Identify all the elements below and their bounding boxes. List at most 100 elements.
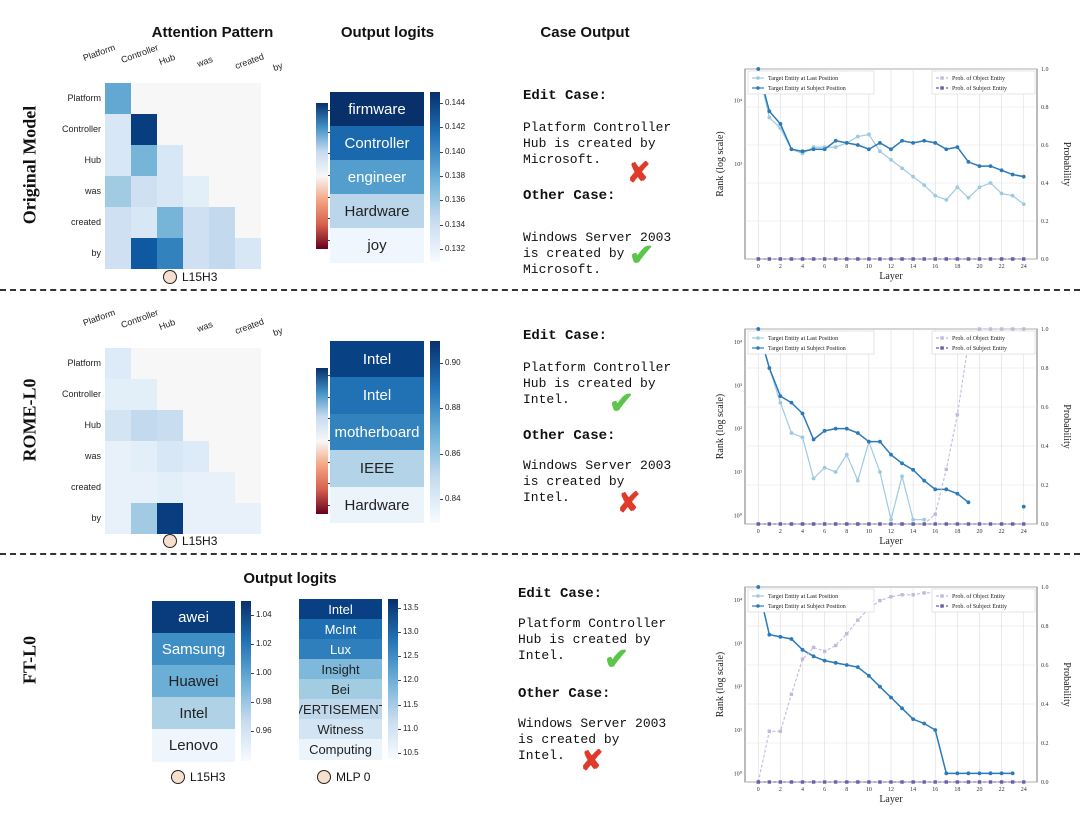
check-icon: ✔ bbox=[604, 643, 630, 676]
logit-cell: engineer bbox=[330, 160, 424, 195]
data-point bbox=[855, 143, 860, 147]
logit-token: Lenovo bbox=[168, 736, 219, 754]
data-point bbox=[922, 138, 927, 143]
heatmap-cell bbox=[209, 145, 235, 176]
row-label-rome: ROME-L0 bbox=[19, 378, 40, 462]
data-point bbox=[878, 470, 882, 474]
data-point bbox=[966, 771, 971, 776]
heatmap-cell bbox=[131, 83, 157, 114]
head-label-text: L15H3 bbox=[190, 770, 226, 784]
heatmap-cell bbox=[183, 114, 209, 145]
heatmap-cell bbox=[183, 379, 209, 410]
logit-token: firmware bbox=[348, 100, 406, 118]
data-point bbox=[756, 522, 760, 526]
data-point bbox=[867, 522, 871, 526]
data-point bbox=[955, 413, 960, 417]
logit-cell: Samsung bbox=[152, 633, 235, 666]
data-point bbox=[944, 197, 949, 202]
data-point bbox=[999, 168, 1004, 173]
data-point bbox=[756, 257, 760, 261]
y-left-tick-label: 10¹ bbox=[734, 728, 742, 734]
data-point bbox=[922, 522, 926, 526]
heatmap-cell bbox=[105, 238, 131, 269]
data-point bbox=[811, 476, 816, 481]
plot-svg: 0 2 4 6 8 10 12 14 16 18 20 22 240.00.20.40.60.81.01… bbox=[715, 585, 1072, 805]
x-tick-label: 6 bbox=[823, 264, 826, 270]
case-output-rome: Edit Case: Platform Controller Hub is cr… bbox=[523, 328, 703, 528]
data-point bbox=[856, 257, 860, 261]
heatmap-cell bbox=[183, 207, 209, 238]
heatmap-cell bbox=[183, 503, 209, 534]
legend-marker bbox=[940, 86, 944, 90]
x-tick-label: 22 bbox=[999, 264, 1005, 270]
head-marker-icon bbox=[317, 770, 331, 784]
data-point bbox=[922, 183, 927, 188]
colorbar-tick-label: 0.98 bbox=[251, 696, 272, 706]
y-axis-label-left: Rank (log scale) bbox=[715, 131, 726, 197]
heatmap-cell bbox=[131, 238, 157, 269]
data-point bbox=[911, 517, 916, 522]
data-point bbox=[878, 780, 882, 784]
legend-label: Prob. of Object Entity bbox=[952, 335, 1005, 342]
data-point bbox=[844, 426, 849, 431]
heatmap-cell bbox=[235, 176, 261, 207]
heatmap-row-label: Hub bbox=[84, 419, 101, 430]
data-point bbox=[822, 257, 827, 261]
heatmap-cell bbox=[105, 379, 131, 410]
data-point bbox=[977, 257, 982, 261]
logit-token: McInt bbox=[324, 621, 357, 637]
data-point bbox=[800, 435, 805, 440]
y-left-tick-label: 10² bbox=[734, 685, 742, 691]
legend-marker bbox=[940, 594, 944, 598]
x-tick-label: 14 bbox=[910, 787, 916, 793]
data-point bbox=[999, 771, 1004, 776]
data-point bbox=[800, 411, 805, 416]
logit-cell: Huawei bbox=[152, 665, 235, 698]
head-marker-icon bbox=[171, 770, 185, 784]
data-point bbox=[800, 647, 805, 652]
x-tick-label: 12 bbox=[888, 529, 894, 535]
y-left-tick-label: 10³ bbox=[734, 383, 742, 389]
data-point bbox=[855, 478, 860, 483]
data-point bbox=[845, 632, 849, 636]
series-line bbox=[757, 328, 969, 503]
data-point bbox=[1010, 780, 1015, 784]
data-point bbox=[800, 780, 805, 784]
heatmap-cell bbox=[183, 348, 209, 379]
data-point bbox=[811, 437, 816, 442]
rank-probability-plot-ft: 0 2 4 6 8 10 12 14 16 18 20 22 24 0.0 0.2 0.4 0.6 0.8 1.0 1… bbox=[705, 583, 1075, 808]
y-right-tick-label: 0.6 bbox=[1041, 143, 1049, 149]
data-point bbox=[933, 780, 937, 784]
data-point bbox=[966, 195, 971, 200]
data-point bbox=[977, 327, 982, 331]
heatmap-cell bbox=[105, 410, 131, 441]
y-right-tick-label: 0.0 bbox=[1041, 257, 1049, 263]
row-label-original: Original Model bbox=[19, 105, 40, 225]
logit-token: IEEE bbox=[359, 460, 395, 478]
data-point bbox=[1021, 504, 1026, 509]
logit-token: awei bbox=[178, 608, 209, 626]
cross-icon: ✘ bbox=[580, 745, 604, 776]
heatmap-cell bbox=[131, 207, 157, 238]
logit-cell: Intel bbox=[330, 341, 424, 378]
logit-cell: Hardware bbox=[330, 486, 424, 524]
data-point bbox=[1022, 327, 1026, 331]
separator bbox=[0, 553, 1080, 555]
data-point bbox=[955, 780, 960, 784]
y-right-tick-label: 0.8 bbox=[1041, 624, 1049, 630]
data-point bbox=[889, 147, 893, 152]
colorbar-tick-label: 13.0 bbox=[398, 626, 419, 636]
data-point bbox=[778, 257, 783, 261]
x-tick-label: 14 bbox=[910, 529, 916, 535]
data-point bbox=[855, 134, 860, 139]
logit-token: Lux bbox=[330, 641, 351, 657]
data-point bbox=[866, 439, 871, 444]
logit-token: Hardware bbox=[344, 496, 410, 514]
data-point bbox=[933, 522, 937, 526]
x-axis-label: Layer bbox=[879, 794, 903, 805]
data-point bbox=[1010, 193, 1015, 198]
logit-cell: Bei bbox=[299, 679, 382, 700]
data-point bbox=[911, 467, 916, 472]
heatmap-col-label: created bbox=[233, 316, 266, 336]
y-axis-label-right: Probability bbox=[1061, 404, 1072, 448]
